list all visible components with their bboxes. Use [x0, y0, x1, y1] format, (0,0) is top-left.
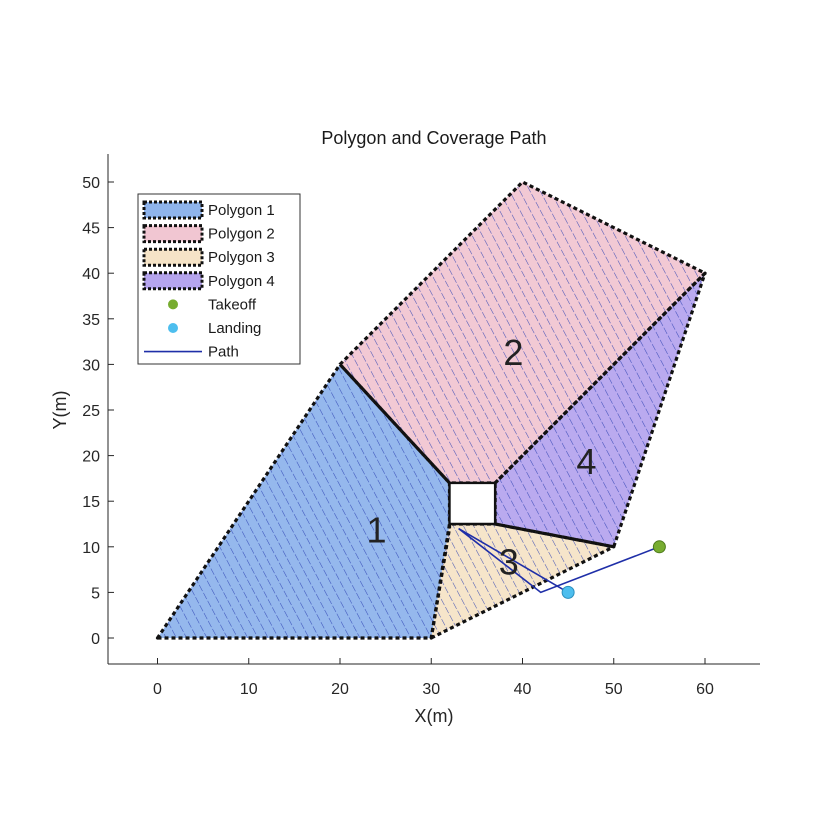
- x-tick-label: 0: [153, 681, 162, 698]
- legend-label-polygon-2: Polygon 2: [208, 226, 275, 243]
- takeoff-point: [652, 540, 666, 554]
- legend-label-polygon-4: Polygon 4: [208, 273, 275, 290]
- y-tick-label: 50: [82, 175, 100, 192]
- polygon-4-hatch: [495, 273, 705, 547]
- y-tick-label: 10: [82, 540, 100, 557]
- legend-swatch-polygon-3: [142, 247, 204, 267]
- polygon-1-label: 1: [366, 510, 386, 551]
- path-layer: [458, 527, 660, 594]
- x-tick-label: 30: [422, 681, 440, 698]
- obstacle-layer: [448, 481, 497, 526]
- legend-marker-landing: [168, 323, 178, 333]
- obstacle: [448, 481, 497, 526]
- y-tick-label: 15: [82, 494, 100, 511]
- coverage-path: [458, 527, 660, 594]
- polygon-2-label: 2: [503, 332, 523, 373]
- chart-title: Polygon and Coverage Path: [321, 128, 546, 148]
- y-tick-label: 20: [82, 449, 100, 466]
- x-axis-label: X(m): [415, 706, 454, 726]
- x-tick-label: 50: [605, 681, 623, 698]
- polygon-labels: 1 2 3 4: [366, 332, 596, 583]
- polygon-layer: [155, 180, 707, 640]
- y-axis-label: Y(m): [50, 391, 70, 430]
- polygon-4-label: 4: [576, 441, 596, 482]
- legend-label-path: Path: [208, 344, 239, 361]
- points-layer: [561, 540, 666, 599]
- y-tick-label: 0: [91, 631, 100, 648]
- x-tick-label: 60: [696, 681, 714, 698]
- legend-label-polygon-3: Polygon 3: [208, 249, 275, 266]
- y-tick-label: 30: [82, 357, 100, 374]
- polygon-3-hatch: [431, 524, 614, 638]
- y-tick-label: 45: [82, 221, 100, 238]
- y-ticks: 0 5 10 15 20 25 30 35 40 45 50: [82, 175, 114, 648]
- y-tick-label: 40: [82, 266, 100, 283]
- polygon-3-label: 3: [499, 542, 519, 583]
- legend-label-polygon-1: Polygon 1: [208, 202, 275, 219]
- legend-label-takeoff: Takeoff: [208, 296, 257, 313]
- y-tick-label: 5: [91, 585, 100, 602]
- polygon-1-hatch: [157, 364, 450, 638]
- legend-label-landing: Landing: [208, 320, 261, 337]
- polygon-2-hatch: [340, 182, 705, 483]
- x-tick-label: 10: [240, 681, 258, 698]
- legend-swatch-polygon-1: [142, 200, 204, 220]
- legend-swatch-polygon-2: [142, 224, 204, 244]
- y-tick-label: 35: [82, 312, 100, 329]
- y-tick-label: 25: [82, 403, 100, 420]
- x-tick-label: 20: [331, 681, 349, 698]
- landing-point: [561, 585, 575, 599]
- axes: 0 10 20 30 40 50 60 0 5 10 15 20 25 30 35 40 45 50: [82, 154, 760, 698]
- legend: Polygon 1 Polygon 2 Polygon 3 Polygon 4 Take…: [137, 193, 301, 365]
- legend-marker-takeoff: [168, 299, 178, 310]
- x-ticks: 0 10 20 30 40 50 60: [153, 658, 714, 698]
- legend-swatch-polygon-4: [142, 271, 204, 291]
- polygon-4-border: [493, 271, 707, 549]
- x-tick-label: 40: [514, 681, 532, 698]
